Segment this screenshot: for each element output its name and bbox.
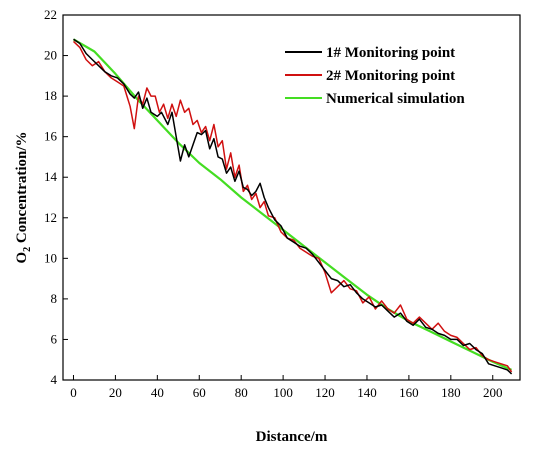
y-axis-title-subscript: 2 bbox=[22, 247, 33, 252]
x-tick-label: 180 bbox=[441, 385, 461, 400]
y-axis-title-rest: Concentration/% bbox=[14, 131, 30, 246]
plot-frame bbox=[62, 14, 521, 381]
y-tick-label: 20 bbox=[44, 48, 57, 63]
x-tick-label: 100 bbox=[273, 385, 293, 400]
y-tick-label: 22 bbox=[44, 7, 57, 22]
y-tick-label: 6 bbox=[51, 331, 58, 346]
y-tick-label: 8 bbox=[51, 291, 58, 306]
y-axis-title: O2 Concentration/% bbox=[14, 131, 33, 263]
legend-label: 2# Monitoring point bbox=[326, 68, 455, 84]
x-tick-label: 80 bbox=[235, 385, 248, 400]
x-tick-label: 60 bbox=[193, 385, 206, 400]
legend-label: Numerical simulation bbox=[326, 91, 465, 107]
x-tick-label: 200 bbox=[483, 385, 503, 400]
y-tick-label: 16 bbox=[44, 129, 58, 144]
y-tick-label: 4 bbox=[51, 372, 58, 387]
y-tick-label: 12 bbox=[44, 210, 57, 225]
series-line-numerical-simulation bbox=[72, 38, 513, 371]
legend-label: 1# Monitoring point bbox=[326, 45, 455, 61]
x-tick-label: 40 bbox=[151, 385, 164, 400]
series-layer bbox=[72, 38, 513, 375]
y-tick-label: 14 bbox=[44, 169, 58, 184]
x-axis-title: Distance/m bbox=[256, 429, 328, 445]
y-axis-title-main: O bbox=[14, 252, 30, 264]
x-tick-label: 120 bbox=[315, 385, 335, 400]
axis-ticks: 0 20 40 60 80 100 120 140 160 180 200 4 6 8 10 12 14 16 18… bbox=[44, 7, 502, 400]
x-tick-label: 0 bbox=[70, 385, 77, 400]
x-tick-label: 160 bbox=[399, 385, 419, 400]
series-line-2-monitoring-point bbox=[72, 40, 513, 373]
legend: 1# Monitoring point 2# Monitoring point Nu… bbox=[285, 45, 465, 107]
x-tick-label: 140 bbox=[357, 385, 377, 400]
y-tick-label: 18 bbox=[44, 88, 57, 103]
x-tick-label: 20 bbox=[109, 385, 122, 400]
y-tick-label: 10 bbox=[44, 250, 57, 265]
series-line-1-monitoring-point bbox=[73, 38, 513, 375]
